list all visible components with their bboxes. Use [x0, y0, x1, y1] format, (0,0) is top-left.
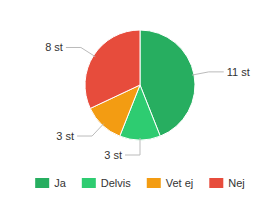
data-labels: 11 st 3 st 3 st 8 st [45, 41, 250, 161]
legend-label: Ja [54, 177, 67, 189]
legend-swatch [35, 178, 49, 188]
legend-item: Ja [35, 177, 67, 189]
legend-swatch [147, 178, 161, 188]
data-label: 8 st [45, 41, 63, 53]
slice [85, 30, 140, 108]
leader-line [66, 47, 95, 56]
data-label: 11 st [227, 66, 250, 78]
leader-line [77, 124, 104, 136]
data-label: 3 st [56, 130, 74, 142]
legend-item: Nej [209, 177, 245, 189]
legend-item: Vet ej [147, 177, 194, 189]
chart: 11 st 3 st 3 st 8 st Ja Delvis Vet ej Nej [0, 0, 280, 200]
data-label: 3 st [104, 149, 122, 161]
leader-line [192, 72, 224, 75]
legend-label: Vet ej [166, 177, 194, 189]
legend-swatch [209, 178, 223, 188]
leader-line [125, 138, 140, 155]
legend-swatch [82, 178, 96, 188]
legend-label: Delvis [101, 177, 131, 189]
legend-item: Delvis [82, 177, 131, 189]
legend: Ja Delvis Vet ej Nej [35, 177, 245, 189]
legend-label: Nej [228, 177, 245, 189]
pie [85, 30, 195, 140]
